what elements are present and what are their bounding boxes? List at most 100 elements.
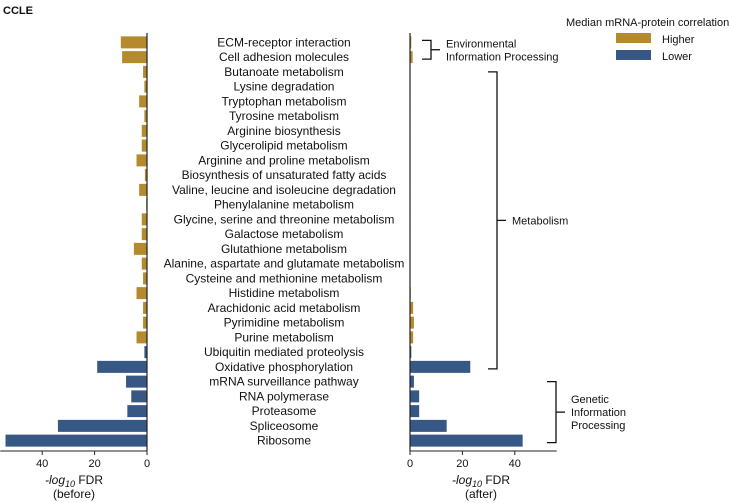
- category-label-tryptophan-metabolism: Tryptophan metabolism: [222, 94, 347, 108]
- category-label-rna-polymerase: RNA polymerase: [239, 389, 329, 403]
- bar-before-ecm-receptor-interaction: [120, 36, 147, 49]
- bars-after: [410, 36, 523, 447]
- bar-before-valine-leucine-and-isoleucine-degradation: [139, 183, 147, 196]
- category-label-cysteine-and-methionine-metabolism: Cysteine and methionine metabolism: [186, 271, 383, 285]
- bar-before-biosynthesis-of-unsaturated-fatty-acids: [144, 169, 147, 182]
- axes: 40 20 0 0 20 40: [0, 33, 557, 470]
- bar-before-ubiquitin-mediated-proteolysis: [144, 346, 147, 359]
- bar-before-lysine-degradation: [144, 80, 147, 93]
- category-label-purine-metabolism: Purine metabolism: [234, 330, 333, 344]
- bar-after-rna-polymerase: [410, 390, 420, 403]
- bar-after-purine-metabolism: [410, 331, 414, 344]
- category-label-proteasome: Proteasome: [252, 404, 317, 418]
- bar-after-pyrimidine-metabolism: [410, 316, 414, 329]
- category-label-ubiquitin-mediated-proteolysis: Ubiquitin mediated proteolysis: [204, 345, 364, 359]
- group-label-1-line-0: Metabolism: [512, 215, 568, 227]
- bar-before-cysteine-and-methionine-metabolism: [143, 272, 147, 285]
- category-label-butanoate-metabolism: Butanoate metabolism: [224, 65, 343, 79]
- category-label-glycerolipid-metabolism: Glycerolipid metabolism: [220, 139, 347, 153]
- bar-before-glycerolipid-metabolism: [141, 139, 147, 152]
- bar-after-ubiquitin-mediated-proteolysis: [410, 346, 412, 359]
- x-axis-title-before-sub: 10: [65, 479, 75, 489]
- category-label-glutathione-metabolism: Glutathione metabolism: [221, 242, 347, 256]
- category-label-ecm-receptor-interaction: ECM-receptor interaction: [217, 35, 350, 49]
- bar-before-tyrosine-metabolism: [144, 110, 147, 123]
- x-tick-label-before-0: 0: [144, 458, 150, 470]
- category-label-mrna-surveillance-pathway: mRNA surveillance pathway: [209, 375, 358, 389]
- group-bracket-1: [488, 71, 498, 370]
- group-bracket-0: [422, 39, 432, 60]
- x-axis-title-before-unit: FDR: [75, 473, 103, 487]
- bar-after-arachidonic-acid-metabolism: [410, 301, 414, 314]
- bar-before-galactose-metabolism: [141, 228, 147, 241]
- x-axis-title-before: -log10 FDR: [45, 473, 103, 489]
- x-tick-label-after-40: 40: [509, 458, 521, 470]
- x-axis-title-after-text: -log: [452, 473, 472, 487]
- bar-before-cell-adhesion-molecules: [122, 51, 147, 64]
- category-label-spliceosome: Spliceosome: [250, 419, 319, 433]
- bar-after-oxidative-phosphorylation: [410, 360, 471, 373]
- group-label-0-line-0: Environmental: [446, 38, 516, 50]
- bar-before-pyrimidine-metabolism: [143, 316, 147, 329]
- legend-label-lower: Lower: [662, 51, 692, 63]
- group-bracket-2: [547, 380, 557, 444]
- bar-before-arachidonic-acid-metabolism: [143, 301, 147, 314]
- legend-title: Median mRNA-protein correlation: [566, 17, 729, 29]
- bar-after-proteasome: [410, 405, 420, 418]
- bar-before-glycine-serine-and-threonine-metabolism: [141, 213, 147, 226]
- group-label-2-line-2: Processing: [571, 420, 625, 432]
- bar-after-ribosome: [410, 434, 523, 447]
- bar-before-tryptophan-metabolism: [139, 95, 147, 108]
- legend-label-higher: Higher: [662, 34, 695, 46]
- category-label-pyrimidine-metabolism: Pyrimidine metabolism: [224, 316, 345, 330]
- bar-before-mrna-surveillance-pathway: [126, 375, 147, 388]
- x-axis-title-before-text: -log: [45, 473, 65, 487]
- bar-after-spliceosome: [410, 419, 447, 432]
- category-label-lysine-degradation: Lysine degradation: [234, 80, 335, 94]
- group-label-2-line-1: Information: [571, 407, 626, 419]
- bar-after-cell-adhesion-molecules: [410, 51, 413, 64]
- bar-before-alanine-aspartate-and-glutamate-metabolism: [141, 257, 147, 270]
- x-tick-label-after-0: 0: [407, 458, 413, 470]
- category-label-phenylalanine-metabolism: Phenylalanine metabolism: [214, 198, 354, 212]
- x-axis-subtitle-before: (before): [53, 487, 95, 501]
- x-axis-title-after-sub: 10: [472, 479, 482, 489]
- bar-before-butanoate-metabolism: [143, 65, 147, 78]
- category-label-valine-leucine-and-isoleucine-degradation: Valine, leucine and isoleucine degradati…: [172, 183, 396, 197]
- legend-swatch-lower: [616, 50, 651, 60]
- bar-before-spliceosome: [57, 419, 147, 432]
- bar-before-histidine-metabolism: [136, 287, 147, 300]
- bar-after-mrna-surveillance-pathway: [410, 375, 414, 388]
- category-label-oxidative-phosphorylation: Oxidative phosphorylation: [215, 360, 353, 374]
- category-label-glycine-serine-and-threonine-metabolism: Glycine, serine and threonine metabolism: [174, 212, 395, 226]
- category-label-galactose-metabolism: Galactose metabolism: [225, 227, 344, 241]
- bar-before-ribosome: [5, 434, 147, 447]
- x-tick-label-before-20: 20: [88, 458, 100, 470]
- legend-swatch-higher: [616, 33, 651, 43]
- legend: Median mRNA-protein correlation Higher L…: [566, 17, 729, 63]
- bar-before-arginine-and-proline-metabolism: [136, 154, 147, 167]
- category-label-biosynthesis-of-unsaturated-fatty-acids: Biosynthesis of unsaturated fatty acids: [182, 168, 387, 182]
- category-label-alanine-aspartate-and-glutamate-metabolism: Alanine, aspartate and glutamate metabol…: [164, 257, 405, 271]
- category-label-tyrosine-metabolism: Tyrosine metabolism: [229, 109, 339, 123]
- bar-before-glutathione-metabolism: [133, 242, 147, 255]
- x-axis-title-after: -log10 FDR: [452, 473, 510, 489]
- group-label-0-line-1: Information Processing: [446, 51, 559, 63]
- x-axis-title-after-unit: FDR: [482, 473, 510, 487]
- category-label-arachidonic-acid-metabolism: Arachidonic acid metabolism: [208, 301, 361, 315]
- x-axis-subtitle-after: (after): [465, 487, 497, 501]
- category-label-arginine-biosynthesis: Arginine biosynthesis: [227, 124, 340, 138]
- bars-before: [5, 36, 147, 447]
- category-label-histidine-metabolism: Histidine metabolism: [229, 286, 340, 300]
- category-label-cell-adhesion-molecules: Cell adhesion molecules: [219, 50, 349, 64]
- group-label-2-line-0: Genetic: [571, 394, 609, 406]
- bar-before-purine-metabolism: [136, 331, 147, 344]
- bar-before-rna-polymerase: [131, 390, 147, 403]
- category-label-ribosome: Ribosome: [257, 434, 311, 448]
- panel-title: CCLE: [3, 5, 33, 17]
- x-tick-label-after-20: 20: [456, 458, 468, 470]
- bar-before-arginine-biosynthesis: [141, 124, 147, 137]
